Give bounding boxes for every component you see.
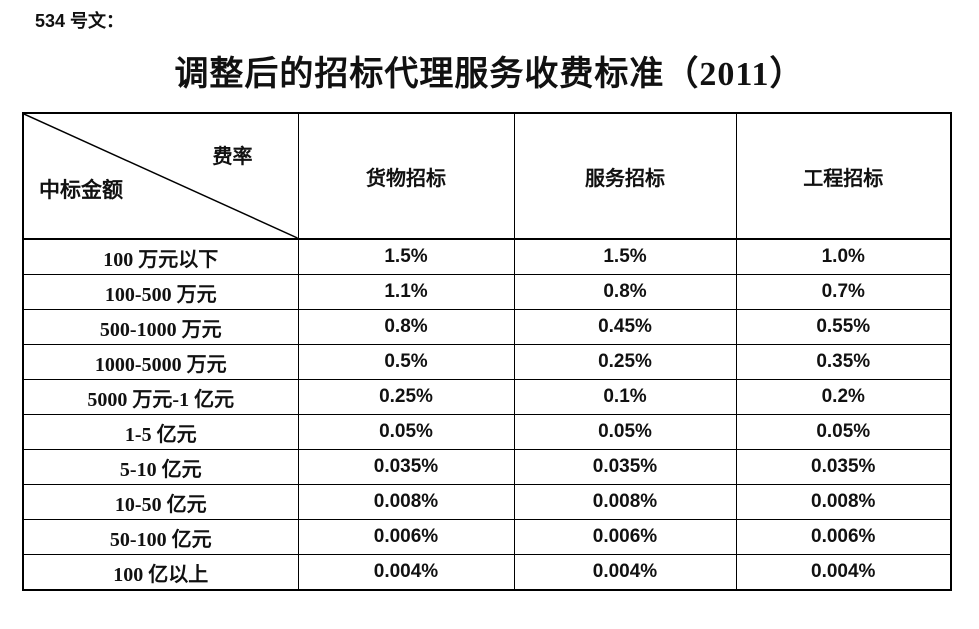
- rate-value-cell: 0.7%: [735, 274, 952, 310]
- rate-value-cell: 0.2%: [735, 379, 952, 415]
- table-row: 5000 万元-1 亿元 0.25% 0.1% 0.2%: [22, 379, 952, 415]
- rate-value-cell: 1.1%: [297, 274, 515, 310]
- rate-value-cell: 0.004%: [297, 554, 515, 591]
- row-label-amount-range: 100 万元以下: [22, 238, 299, 275]
- rate-value-cell: 0.004%: [513, 554, 737, 591]
- rate-value-cell: 0.05%: [513, 414, 737, 450]
- table-row: 5-10 亿元 0.035% 0.035% 0.035%: [22, 449, 952, 485]
- fee-rate-table: 费率 中标金额 货物招标 服务招标 工程招标 100 万元以下 1.5% 1.5% 1…: [22, 112, 952, 591]
- table-row: 100-500 万元 1.1% 0.8% 0.7%: [22, 274, 952, 310]
- column-header-engineering-bidding: 工程招标: [735, 112, 952, 240]
- table-row: 100 万元以下 1.5% 1.5% 1.0%: [22, 238, 952, 275]
- row-label-amount-range: 5-10 亿元: [22, 449, 299, 485]
- table-row: 10-50 亿元 0.008% 0.008% 0.008%: [22, 484, 952, 520]
- rate-value-cell: 0.8%: [513, 274, 737, 310]
- rate-value-cell: 0.55%: [735, 309, 952, 345]
- rate-value-cell: 0.006%: [513, 519, 737, 555]
- header-row: 费率 中标金额 货物招标 服务招标 工程招标: [22, 112, 952, 240]
- table-row: 1000-5000 万元 0.5% 0.25% 0.35%: [22, 344, 952, 380]
- page-title: 调整后的招标代理服务收费标准（2011）: [174, 56, 805, 93]
- corner-header-cell: 费率 中标金额: [22, 112, 299, 240]
- rate-value-cell: 1.5%: [513, 238, 737, 275]
- rate-table-body: 100 万元以下 1.5% 1.5% 1.0% 100-500 万元 1.1% 0.8% 0.…: [22, 238, 952, 591]
- rate-value-cell: 0.5%: [297, 344, 515, 380]
- rate-value-cell: 0.05%: [297, 414, 515, 450]
- row-label-amount-range: 10-50 亿元: [22, 484, 299, 520]
- rate-value-cell: 1.5%: [297, 238, 515, 275]
- rate-value-cell: 0.05%: [735, 414, 952, 450]
- rate-value-cell: 1.0%: [735, 238, 952, 275]
- row-label-amount-range: 1000-5000 万元: [22, 344, 299, 380]
- rate-value-cell: 0.035%: [513, 449, 737, 485]
- row-label-amount-range: 500-1000 万元: [22, 309, 299, 345]
- rate-value-cell: 0.035%: [297, 449, 515, 485]
- rate-value-cell: 0.45%: [513, 309, 737, 345]
- column-header-goods-bidding: 货物招标: [297, 112, 515, 240]
- corner-label-fee-rate: 费率: [212, 146, 253, 168]
- rate-value-cell: 0.8%: [297, 309, 515, 345]
- table-row: 1-5 亿元 0.05% 0.05% 0.05%: [22, 414, 952, 450]
- diagonal-divider-line: [24, 114, 298, 238]
- rate-value-cell: 0.008%: [735, 484, 952, 520]
- row-label-amount-range: 5000 万元-1 亿元: [22, 379, 299, 415]
- doc-number-label: 534 号文：: [35, 11, 125, 31]
- rate-value-cell: 0.006%: [735, 519, 952, 555]
- rate-value-cell: 0.25%: [513, 344, 737, 380]
- rate-value-cell: 0.25%: [297, 379, 515, 415]
- row-label-amount-range: 50-100 亿元: [22, 519, 299, 555]
- rate-value-cell: 0.004%: [735, 554, 952, 591]
- row-label-amount-range: 100-500 万元: [22, 274, 299, 310]
- table-row: 500-1000 万元 0.8% 0.45% 0.55%: [22, 309, 952, 345]
- rate-value-cell: 0.035%: [735, 449, 952, 485]
- row-label-amount-range: 100 亿以上: [22, 554, 299, 591]
- corner-label-bid-amount: 中标金额: [39, 178, 123, 202]
- table-row: 50-100 亿元 0.006% 0.006% 0.006%: [22, 519, 952, 555]
- rate-value-cell: 0.1%: [513, 379, 737, 415]
- rate-value-cell: 0.35%: [735, 344, 952, 380]
- column-header-service-bidding: 服务招标: [513, 112, 737, 240]
- rate-value-cell: 0.008%: [297, 484, 515, 520]
- table-row: 100 亿以上 0.004% 0.004% 0.004%: [22, 554, 952, 591]
- rate-value-cell: 0.006%: [297, 519, 515, 555]
- row-label-amount-range: 1-5 亿元: [22, 414, 299, 450]
- rate-value-cell: 0.008%: [513, 484, 737, 520]
